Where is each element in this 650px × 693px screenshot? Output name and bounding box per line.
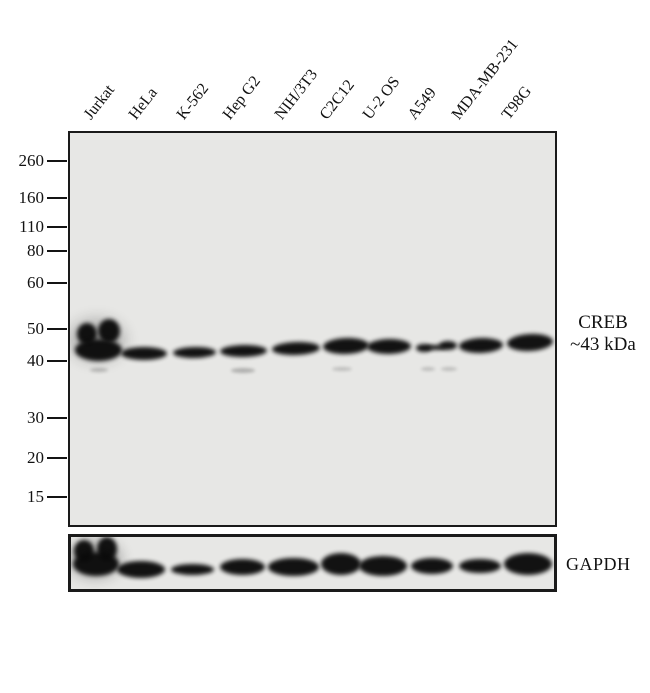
mw-label-40: 40 (27, 351, 44, 370)
band-creb-t98g (506, 332, 554, 352)
mw-label-260: 260 (18, 151, 45, 170)
band-gapdh-jurkat (73, 552, 119, 576)
band-gapdh-c2c12 (321, 553, 361, 575)
mw-label-15: 15 (27, 487, 44, 506)
mw-tick-160 (47, 197, 67, 199)
band-gapdh-hep-g2 (219, 559, 265, 575)
band-creb-hela (121, 346, 167, 360)
mw-tick-60 (47, 282, 67, 284)
target-annotation: CREB ~43 kDa (557, 312, 649, 356)
mw-tick-260 (47, 160, 67, 162)
band-creb-faint-a549 (441, 367, 457, 371)
mw-tick-30 (47, 417, 67, 419)
band-creb-faint-c2c12 (332, 367, 352, 371)
mw-label-60: 60 (27, 273, 44, 292)
band-creb-a549 (416, 344, 432, 352)
band-creb-hep-g2 (219, 344, 267, 358)
lane-label-text: Jurkat (80, 81, 119, 123)
mw-tick-15 (47, 496, 67, 498)
mw-tick-40 (47, 360, 67, 362)
target-name: CREB (578, 312, 628, 333)
band-creb-faint-a549 (421, 367, 435, 371)
mw-tick-110 (47, 226, 67, 228)
blot-panel-creb (68, 131, 557, 527)
band-creb-jurkat (98, 319, 120, 343)
target-size: ~43 kDa (570, 334, 636, 355)
mw-label-50: 50 (27, 319, 44, 338)
band-gapdh-k-562 (170, 563, 214, 575)
mw-tick-20 (47, 457, 67, 459)
band-gapdh-hela (117, 560, 165, 578)
lane-label-text: T98G (498, 83, 535, 123)
control-annotation: GAPDH (566, 554, 631, 574)
band-creb-jurkat (74, 339, 122, 361)
mw-label-30: 30 (27, 408, 44, 427)
band-creb-k-562 (172, 346, 216, 358)
mw-label-110: 110 (19, 217, 44, 236)
band-gapdh-nih-3t3 (267, 558, 319, 576)
band-creb-faint-jurkat (90, 368, 108, 372)
mw-label-20: 20 (27, 448, 44, 467)
band-creb-c2c12 (322, 337, 370, 355)
band-creb-a549 (439, 340, 457, 350)
band-gapdh-u-2-os (359, 556, 407, 576)
lane-label-text: HeLa (125, 84, 161, 123)
band-creb-u-2-os (366, 338, 412, 354)
blot-panel-gapdh (68, 534, 557, 592)
lane-label-text: U-2 OS (359, 73, 404, 123)
band-gapdh-t98g (504, 553, 552, 575)
lane-label-text: Hep G2 (219, 72, 264, 123)
lane-label-text: C2C12 (316, 76, 358, 123)
band-creb-mda-mb-231 (458, 336, 504, 354)
mw-tick-50 (47, 328, 67, 330)
band-gapdh-a549 (411, 558, 453, 574)
mw-label-80: 80 (27, 241, 44, 260)
lane-label-text: A549 (404, 84, 440, 123)
mw-tick-80 (47, 250, 67, 252)
band-creb-nih-3t3 (271, 340, 321, 356)
band-creb-faint-hep-g2 (231, 367, 255, 373)
band-gapdh-mda-mb-231 (459, 559, 501, 573)
band-creb-a549 (426, 344, 446, 350)
lane-label-text: NIH/3T3 (271, 66, 322, 123)
mw-label-160: 160 (18, 188, 45, 207)
lane-label-text: K-562 (173, 80, 213, 123)
